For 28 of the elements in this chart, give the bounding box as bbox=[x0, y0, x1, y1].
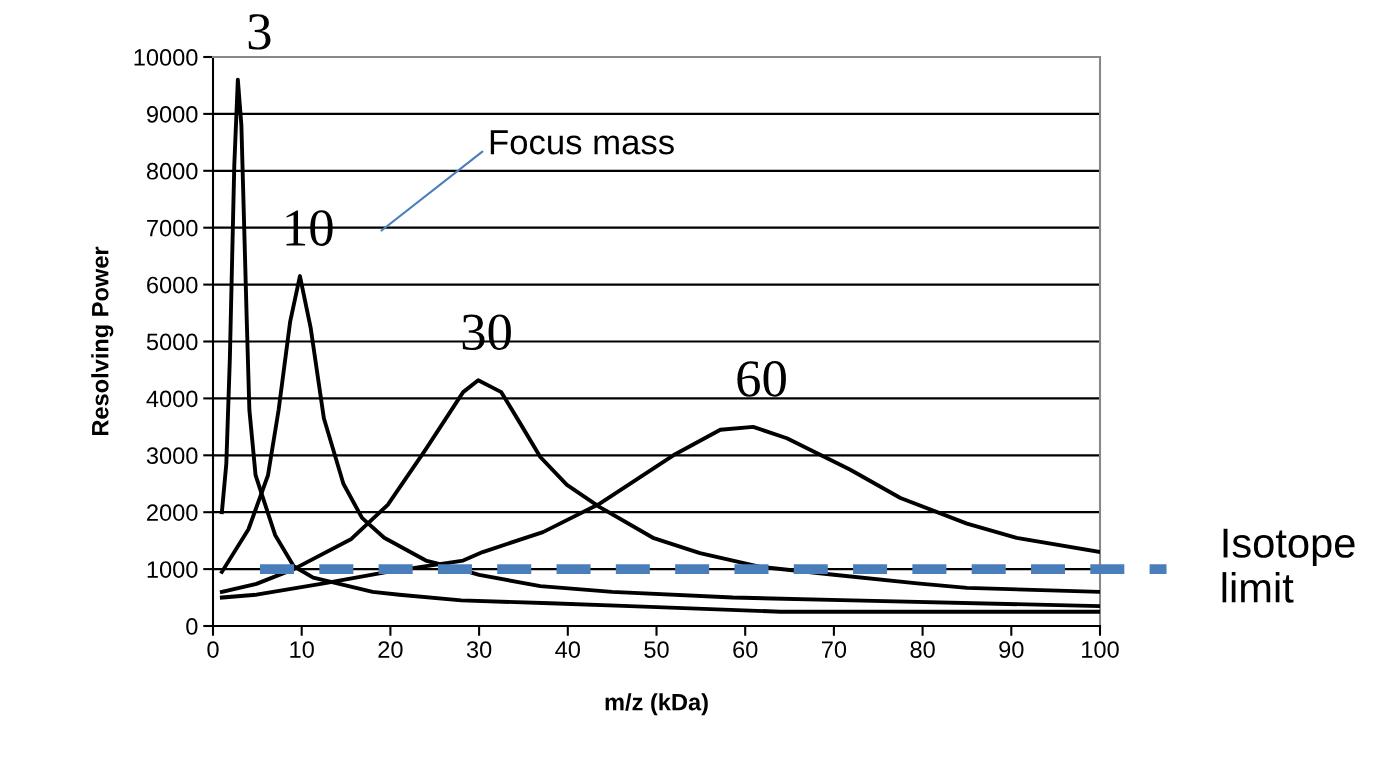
y-tick-label: 4000 bbox=[146, 390, 198, 408]
x-tick-label: 90 bbox=[999, 641, 1024, 658]
y-tick-label: 0 bbox=[186, 618, 198, 635]
y-tick-label: 6000 bbox=[147, 276, 198, 294]
y-tick-label: 7000 bbox=[147, 219, 198, 237]
x-tick-label: 80 bbox=[910, 641, 935, 658]
y-tick-label: 8000 bbox=[146, 162, 198, 180]
x-tick-label: 40 bbox=[555, 641, 581, 658]
x-tick-label: 50 bbox=[644, 641, 669, 658]
ref-line-label: Isotope limit bbox=[1222, 528, 1355, 603]
y-tick-label: 3000 bbox=[146, 447, 198, 465]
y-axis-title: Resolving Power bbox=[91, 246, 114, 436]
x-tick-label: 60 bbox=[733, 641, 758, 658]
x-tick-label: 0 bbox=[207, 641, 219, 658]
x-tick-label: 70 bbox=[821, 641, 847, 658]
y-tick-label: 10000 bbox=[134, 49, 198, 66]
y-tick-label: 5000 bbox=[146, 333, 198, 351]
y-tick-label: 2000 bbox=[147, 504, 198, 521]
x-tick-label: 10 bbox=[290, 641, 314, 658]
series-label: 3 bbox=[248, 14, 271, 50]
x-axis-title: m/z (kDa) bbox=[605, 693, 708, 716]
x-tick-label: 30 bbox=[466, 641, 492, 658]
series-label: 60 bbox=[737, 361, 786, 397]
x-tick-label: 100 bbox=[1082, 641, 1119, 658]
x-tick-label: 20 bbox=[378, 641, 403, 658]
y-tick-label: 1000 bbox=[147, 561, 198, 578]
annotation: Focus mass bbox=[490, 130, 674, 155]
y-tick-label: 9000 bbox=[147, 105, 198, 123]
